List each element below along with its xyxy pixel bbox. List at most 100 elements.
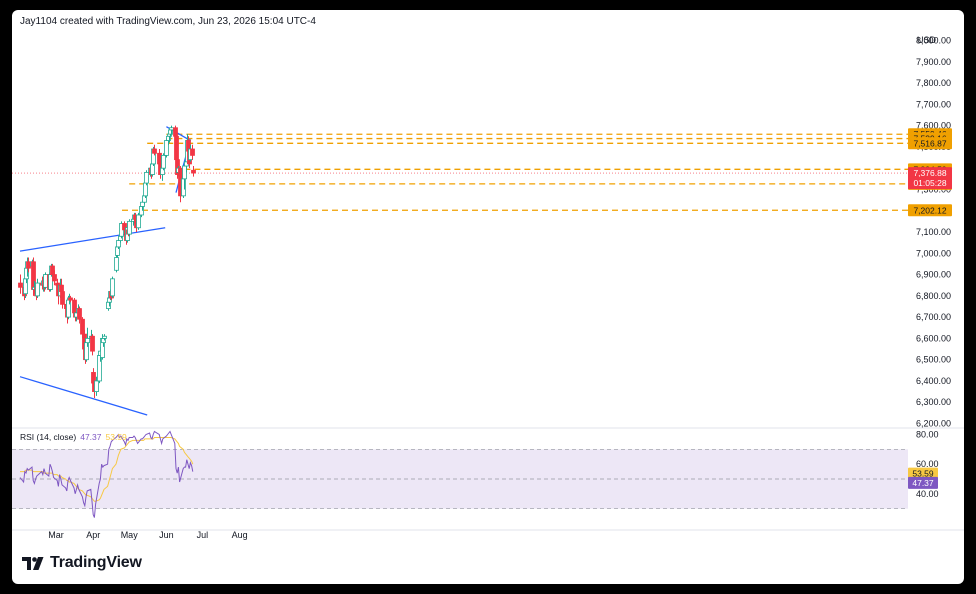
candle (77, 306, 82, 324)
rsi-legend: RSI (14, close) 47.37 53.59 (20, 432, 127, 442)
trendline-channel-upper (19, 227, 166, 252)
candle-body (161, 154, 166, 169)
rsi-legend-ma-value: 53.59 (106, 432, 128, 442)
candle-body (35, 282, 40, 297)
rsi-value-label: 53.59 (912, 469, 934, 479)
candle-body (182, 165, 187, 180)
candle-body (110, 278, 115, 297)
candle (43, 272, 48, 290)
candle (127, 219, 132, 237)
candle (152, 144, 157, 156)
candle-body (116, 240, 121, 248)
candle-body (43, 274, 48, 288)
candle (114, 255, 119, 273)
price-tick-label: 6,500.00 (916, 355, 951, 365)
rsi-value-label: 47.37 (912, 478, 934, 488)
candle-body (48, 274, 53, 290)
candle (161, 153, 166, 171)
candle-body (50, 265, 55, 275)
candle-body (68, 297, 73, 301)
price-tick-label: 7,800.00 (916, 78, 951, 88)
rsi-ma-line (20, 437, 194, 502)
candle (164, 138, 169, 158)
candle-body (152, 148, 157, 154)
candle-body (136, 214, 141, 229)
candle (144, 170, 149, 186)
candle-body (102, 335, 107, 339)
price-tick-label: 6,300.00 (916, 397, 951, 407)
price-level-label-bg (908, 204, 952, 217)
time-tick-label: Jun (159, 530, 174, 540)
rsi-tick-label: 80.00 (916, 430, 939, 440)
price-tick-label: 8,000.00 (916, 36, 951, 46)
candle (190, 144, 195, 160)
price-tick-label: 7,000.00 (916, 248, 951, 258)
candle (136, 212, 141, 230)
price-tick-label: 6,600.00 (916, 333, 951, 343)
candle-body (190, 148, 195, 156)
rsi-value-label-bg (908, 467, 938, 480)
price-tick-label: 7,700.00 (916, 99, 951, 109)
candle (191, 166, 196, 177)
rsi-tick-label: 60.00 (916, 459, 939, 469)
candle (85, 327, 90, 347)
candle-body (90, 335, 95, 352)
price-tick-label: 7,900.00 (916, 57, 951, 67)
rsi-tick-label: 40.00 (916, 489, 939, 499)
candle-body (169, 127, 174, 131)
rsi-value-label-bg (908, 476, 938, 489)
candle (60, 287, 65, 309)
candle (18, 274, 23, 294)
candle-body (80, 318, 85, 335)
candle (68, 295, 73, 303)
price-tick-label: 7,100.00 (916, 227, 951, 237)
price-tick-label: 6,200.00 (916, 419, 951, 429)
candle-body (164, 140, 169, 156)
candle (94, 376, 99, 396)
candle (90, 334, 95, 356)
candle-body (175, 159, 180, 175)
time-tick-label: Apr (86, 530, 100, 540)
rsi-legend-title: RSI (14, close) (20, 432, 76, 442)
candle-body (114, 257, 119, 271)
candle-body (85, 337, 90, 344)
tradingview-logo[interactable]: TradingView (22, 554, 142, 572)
candle-body (52, 274, 57, 282)
chart-frame: Jay1104 created with TradingView.com, Ju… (12, 10, 964, 584)
candle (52, 270, 57, 286)
candle-body (94, 380, 99, 392)
price-tick-label: 7,600.00 (916, 121, 951, 131)
price-tick-label: 6,800.00 (916, 291, 951, 301)
candle-body (77, 308, 82, 320)
rsi-line (19, 430, 194, 518)
price-tick-label: 6,700.00 (916, 312, 951, 322)
candle-body (60, 291, 65, 305)
candle-body (18, 282, 23, 288)
candle (102, 334, 107, 341)
tradingview-logo-text: TradingView (50, 554, 142, 571)
trendline-channel-lower (19, 376, 148, 416)
candle-body (26, 261, 31, 269)
candle (35, 278, 40, 298)
tradingview-logo-icon (22, 556, 44, 570)
price-level-label: 7,516.87 (913, 138, 946, 148)
current-price-label: 7,376.88 (913, 168, 946, 178)
currency-label: USD (917, 35, 937, 45)
bar-countdown-label: 01:05:28 (913, 178, 946, 188)
price-level-label: 7,202.12 (913, 205, 946, 215)
price-tick-label: 6,900.00 (916, 270, 951, 280)
candle (110, 276, 115, 298)
candle (175, 155, 180, 179)
candle-body (127, 220, 132, 235)
price-level-label-bg (908, 137, 952, 150)
rsi-legend-value: 47.37 (80, 432, 102, 442)
time-tick-label: Mar (48, 530, 64, 540)
current-price-label-bg (908, 167, 952, 190)
time-tick-label: May (121, 530, 139, 540)
time-tick-label: Jul (197, 530, 209, 540)
candle-body (144, 172, 149, 184)
time-tick-label: Aug (232, 530, 248, 540)
candle-body (140, 201, 145, 207)
price-tick-label: 6,400.00 (916, 376, 951, 386)
